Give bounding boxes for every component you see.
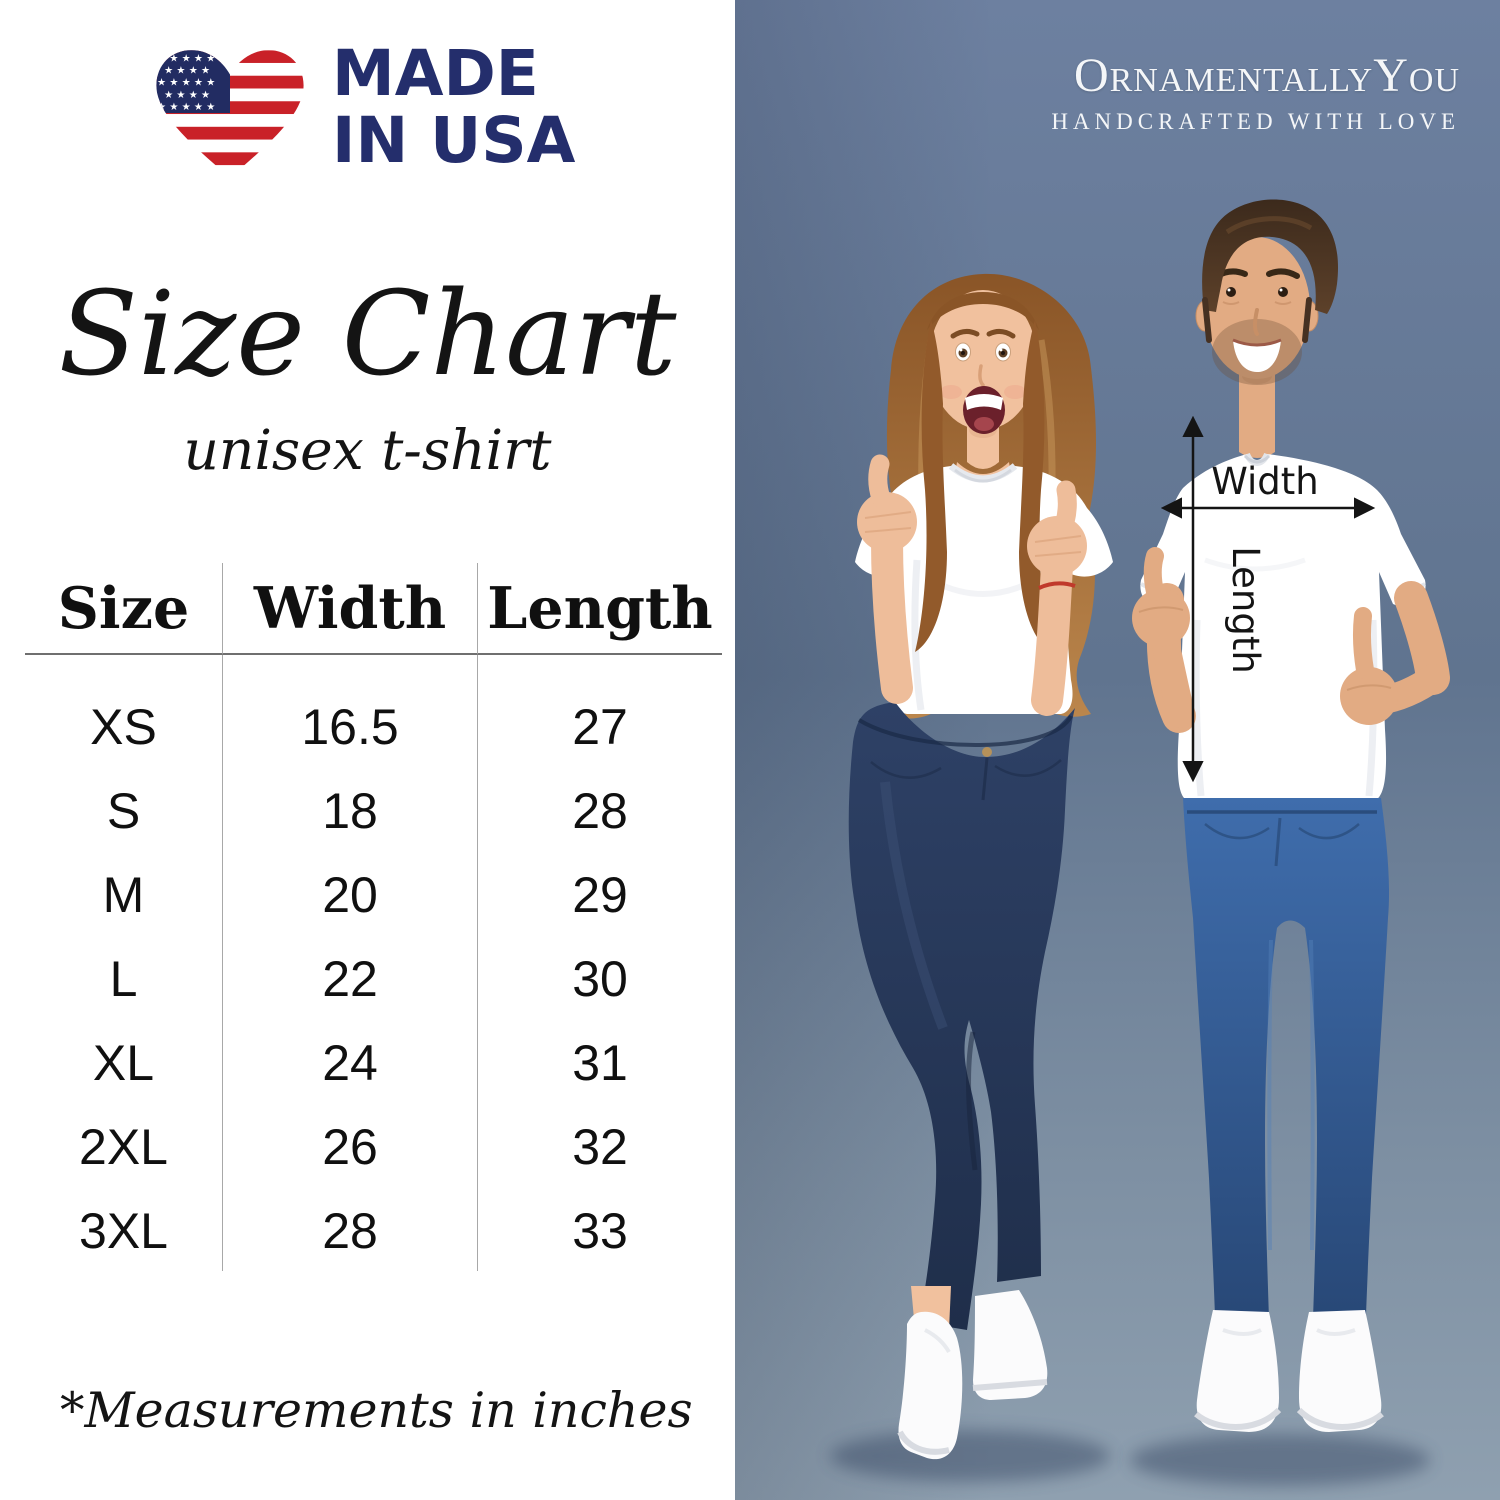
size-cell: 2XL: [79, 1119, 168, 1175]
length-cell: 30: [477, 935, 722, 1019]
couple-photo-illustration: Width Length: [735, 0, 1500, 1500]
column-header-width: Width: [222, 563, 477, 655]
size-cell: M: [102, 867, 145, 923]
svg-text:★ ★ ★ ★: ★ ★ ★ ★: [164, 65, 210, 76]
length-cell: 33: [477, 1187, 722, 1271]
width-cell: 20: [222, 851, 477, 935]
column-header-length: Length: [477, 563, 722, 655]
width-cell: 16.5: [222, 655, 477, 767]
page-subtitle: unisex t-shirt: [183, 418, 552, 482]
length-label: Length: [1224, 546, 1267, 674]
length-cell: 27: [477, 655, 722, 767]
size-cell: XS: [90, 699, 157, 755]
length-cell: 29: [477, 851, 722, 935]
size-cell: L: [109, 951, 138, 1007]
svg-text:★ ★ ★ ★ ★: ★ ★ ★ ★ ★: [157, 53, 215, 64]
brand-tagline: HANDCRAFTED WITH LOVE: [1051, 108, 1460, 134]
footnote: *Measurements in inches: [60, 1382, 693, 1439]
made-in-usa-logo: ★ ★ ★ ★ ★ ★ ★ ★ ★ ★ ★ ★ ★ ★ ★ ★ ★ ★ ★ ★ …: [148, 36, 575, 188]
column-header-size: Size: [25, 563, 222, 655]
measurement-annotations: Width Length: [1160, 415, 1376, 783]
length-cell: 32: [477, 1103, 722, 1187]
brand-name: OrnamentallyYou: [1073, 49, 1460, 102]
size-table: Size Width Length XS 16.5 27 S 18 28 M 2…: [25, 563, 722, 1271]
width-label: Width: [1211, 460, 1319, 503]
size-cell: S: [106, 783, 141, 839]
person-man-illustration: [1130, 199, 1450, 1486]
size-cell: XL: [92, 1035, 155, 1091]
svg-text:★ ★ ★ ★ ★: ★ ★ ★ ★ ★: [157, 102, 215, 113]
width-cell: 22: [222, 935, 477, 1019]
width-cell: 24: [222, 1019, 477, 1103]
svg-text:★ ★ ★ ★: ★ ★ ★ ★: [164, 90, 210, 101]
person-woman-illustration: [830, 273, 1113, 1482]
left-panel: ★ ★ ★ ★ ★ ★ ★ ★ ★ ★ ★ ★ ★ ★ ★ ★ ★ ★ ★ ★ …: [0, 0, 735, 1500]
width-cell: 18: [222, 767, 477, 851]
svg-text:★ ★ ★ ★ ★: ★ ★ ★ ★ ★: [157, 78, 215, 89]
flag-heart-icon: ★ ★ ★ ★ ★ ★ ★ ★ ★ ★ ★ ★ ★ ★ ★ ★ ★ ★ ★ ★ …: [156, 50, 304, 178]
brand-block: OrnamentallyYou HANDCRAFTED WITH LOVE: [1051, 49, 1460, 135]
page-title: Size Chart: [58, 267, 677, 402]
made-in-usa-text: MADE IN USA: [332, 40, 575, 174]
length-cell: 31: [477, 1019, 722, 1103]
width-cell: 28: [222, 1187, 477, 1271]
size-cell: 3XL: [79, 1203, 168, 1259]
width-cell: 26: [222, 1103, 477, 1187]
photo-panel: Width Length OrnamentallyYou HANDCRAFTED…: [735, 0, 1500, 1500]
length-cell: 28: [477, 767, 722, 851]
logo-line-1: MADE: [332, 37, 539, 110]
logo-line-2: IN USA: [332, 104, 576, 177]
